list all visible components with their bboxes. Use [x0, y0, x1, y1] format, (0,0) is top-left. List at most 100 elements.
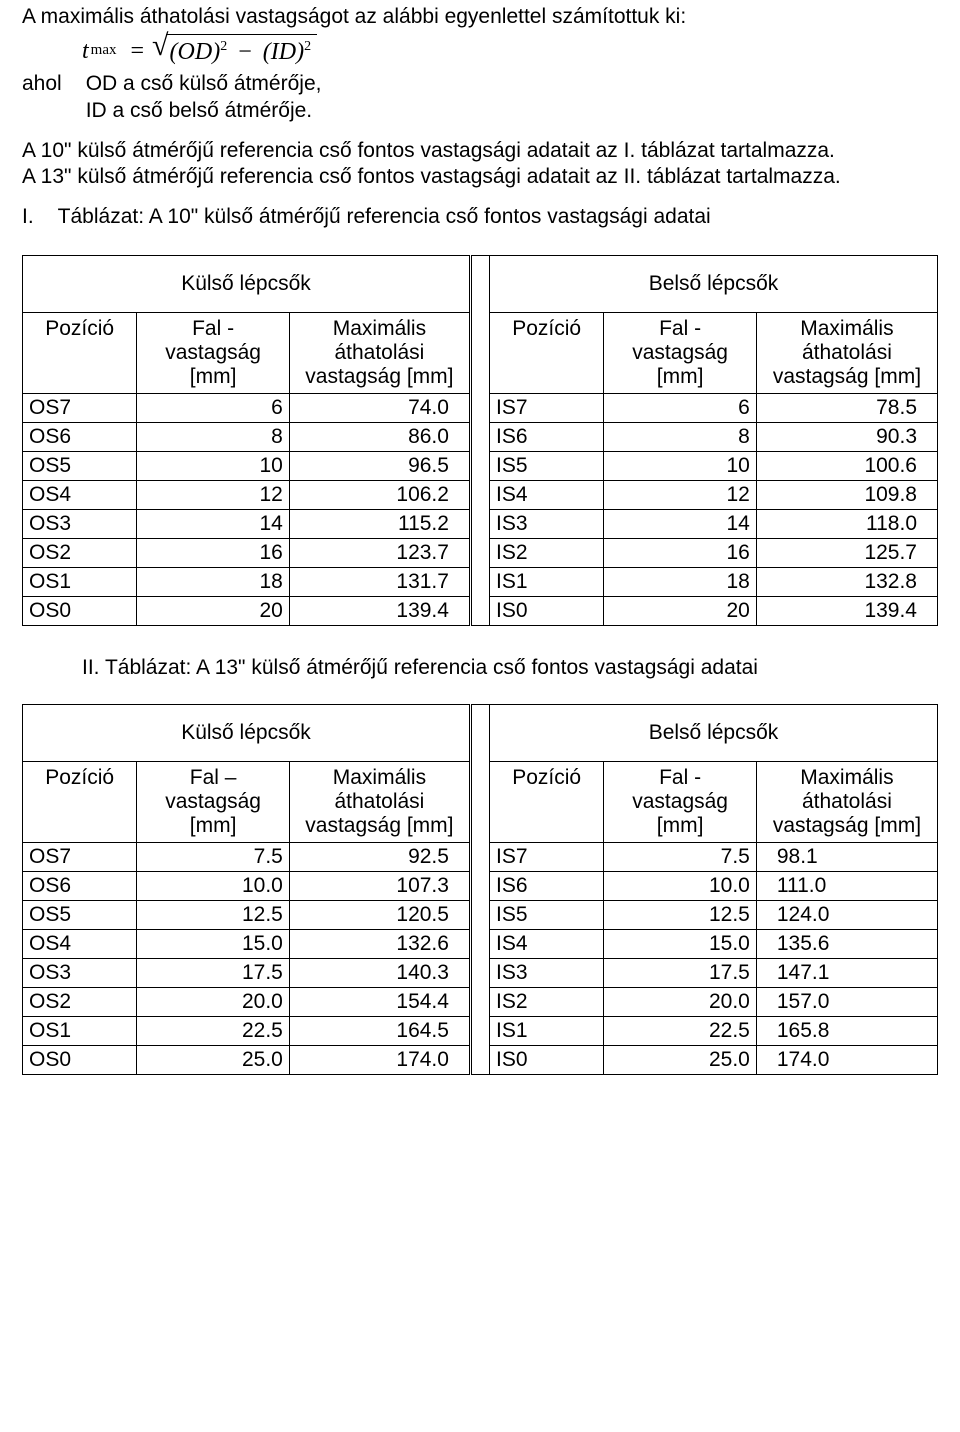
cell-wall: 16	[137, 538, 289, 567]
table-row: OS6886.0IS6890.3	[23, 422, 938, 451]
cell-pos: OS6	[23, 422, 137, 451]
cell-max: 174.0	[289, 1045, 470, 1074]
cell-pos: OS0	[23, 1045, 137, 1074]
table-row: OS216123.7IS216125.7	[23, 538, 938, 567]
cell-wall: 12.5	[137, 900, 289, 929]
th-wall-l2: Fal – vastagság [mm]	[137, 761, 289, 842]
page: A maximális áthatolási vastagságot az al…	[0, 0, 960, 1432]
th-pos-l: Pozíció	[23, 761, 137, 842]
cell-pos: IS5	[490, 451, 604, 480]
formula: tmax = √ (OD)2 − (ID)2	[82, 34, 938, 67]
intro-block: A maximális áthatolási vastagságot az al…	[22, 4, 938, 231]
cell-pos: IS7	[490, 842, 604, 871]
formula-minus: −	[238, 39, 252, 65]
radicand: (OD)2 − (ID)2	[166, 34, 318, 67]
cell-wall: 7.5	[604, 842, 756, 871]
cell-pos: OS6	[23, 871, 137, 900]
cell-max: 154.4	[289, 987, 470, 1016]
th-outer: Külső lépcsők	[23, 255, 471, 312]
cell-max: 124.0	[756, 900, 937, 929]
cell-pos: OS7	[23, 393, 137, 422]
cell-wall: 14	[137, 509, 289, 538]
cell-wall: 18	[137, 567, 289, 596]
table2-caption: II. Táblázat: A 13" külső átmérőjű refer…	[82, 656, 938, 680]
cell-wall: 18	[604, 567, 756, 596]
cell-pos: IS3	[490, 958, 604, 987]
formula-id: ID	[271, 39, 296, 65]
table-2: Külső lépcsők Belső lépcsők Pozíció Fal …	[22, 704, 938, 1075]
cell-wall: 6	[604, 393, 756, 422]
cell-wall: 22.5	[604, 1016, 756, 1045]
table-row: OS122.5164.5IS122.5165.8	[23, 1016, 938, 1045]
cell-pos: OS3	[23, 958, 137, 987]
cell-wall: 25.0	[604, 1045, 756, 1074]
cell-wall: 15.0	[604, 929, 756, 958]
paragraph-1: A 10" külső átmérőjű referencia cső font…	[22, 138, 938, 164]
cell-pos: OS0	[23, 596, 137, 625]
cell-wall: 25.0	[137, 1045, 289, 1074]
cell-max: 86.0	[289, 422, 470, 451]
intro-line: A maximális áthatolási vastagságot az al…	[22, 4, 938, 30]
cell-pos: IS4	[490, 480, 604, 509]
th-pos-r: Pozíció	[490, 761, 604, 842]
cell-max: 157.0	[756, 987, 937, 1016]
table-row: OS51096.5IS510100.6	[23, 451, 938, 480]
cell-pos: OS5	[23, 451, 137, 480]
cell-pos: IS2	[490, 987, 604, 1016]
cell-wall: 20.0	[604, 987, 756, 1016]
formula-sub: max	[91, 41, 117, 60]
cell-wall: 17.5	[604, 958, 756, 987]
cell-max: 164.5	[289, 1016, 470, 1045]
cell-pos: IS1	[490, 1016, 604, 1045]
cell-wall: 16	[604, 538, 756, 567]
table-row: OS610.0107.3IS610.0111.0	[23, 871, 938, 900]
table-row: OS415.0132.6IS415.0135.6	[23, 929, 938, 958]
cell-wall: 12	[137, 480, 289, 509]
cell-pos: OS7	[23, 842, 137, 871]
th-pos-r: Pozíció	[490, 312, 604, 393]
cell-max: 147.1	[756, 958, 937, 987]
th-outer: Külső lépcsők	[23, 704, 471, 761]
table-1: Külső lépcsők Belső lépcsők Pozíció Fal …	[22, 255, 938, 626]
table-row: OS220.0154.4IS220.0157.0	[23, 987, 938, 1016]
cell-max: 109.8	[756, 480, 937, 509]
cell-wall: 8	[137, 422, 289, 451]
cell-pos: IS5	[490, 900, 604, 929]
table-row: OS512.5120.5IS512.5124.0	[23, 900, 938, 929]
cell-max: 139.4	[756, 596, 937, 625]
cell-max: 98.1	[756, 842, 937, 871]
cell-max: 90.3	[756, 422, 937, 451]
paragraph-2: A 13" külső átmérőjű referencia cső font…	[22, 164, 938, 190]
cell-max: 131.7	[289, 567, 470, 596]
cell-max: 139.4	[289, 596, 470, 625]
cell-max: 115.2	[289, 509, 470, 538]
cell-max: 96.5	[289, 451, 470, 480]
cell-max: 165.8	[756, 1016, 937, 1045]
cell-max: 120.5	[289, 900, 470, 929]
cell-pos: IS0	[490, 1045, 604, 1074]
th-wall-r: Fal - vastagság [mm]	[604, 312, 756, 393]
cell-max: 135.6	[756, 929, 937, 958]
cell-wall: 10	[137, 451, 289, 480]
cell-max: 106.2	[289, 480, 470, 509]
cell-wall: 20.0	[137, 987, 289, 1016]
cell-max: 118.0	[756, 509, 937, 538]
cell-wall: 12.5	[604, 900, 756, 929]
th-wall-r: Fal - vastagság [mm]	[604, 761, 756, 842]
cell-wall: 20	[604, 596, 756, 625]
cell-pos: IS6	[490, 422, 604, 451]
caption1-number: I.	[22, 204, 34, 230]
table-row: OS118131.7IS118132.8	[23, 567, 938, 596]
cell-pos: OS3	[23, 509, 137, 538]
th-max-l: Maximális áthatolási vastagság [mm]	[289, 761, 470, 842]
formula-od: OD	[178, 39, 213, 65]
cell-max: 123.7	[289, 538, 470, 567]
formula-eq: =	[131, 36, 145, 66]
cell-wall: 22.5	[137, 1016, 289, 1045]
cell-wall: 15.0	[137, 929, 289, 958]
ahol: ahol	[22, 71, 62, 124]
cell-pos: IS0	[490, 596, 604, 625]
th-max-r: Maximális áthatolási vastagság [mm]	[756, 761, 937, 842]
cell-wall: 6	[137, 393, 289, 422]
cell-max: 92.5	[289, 842, 470, 871]
